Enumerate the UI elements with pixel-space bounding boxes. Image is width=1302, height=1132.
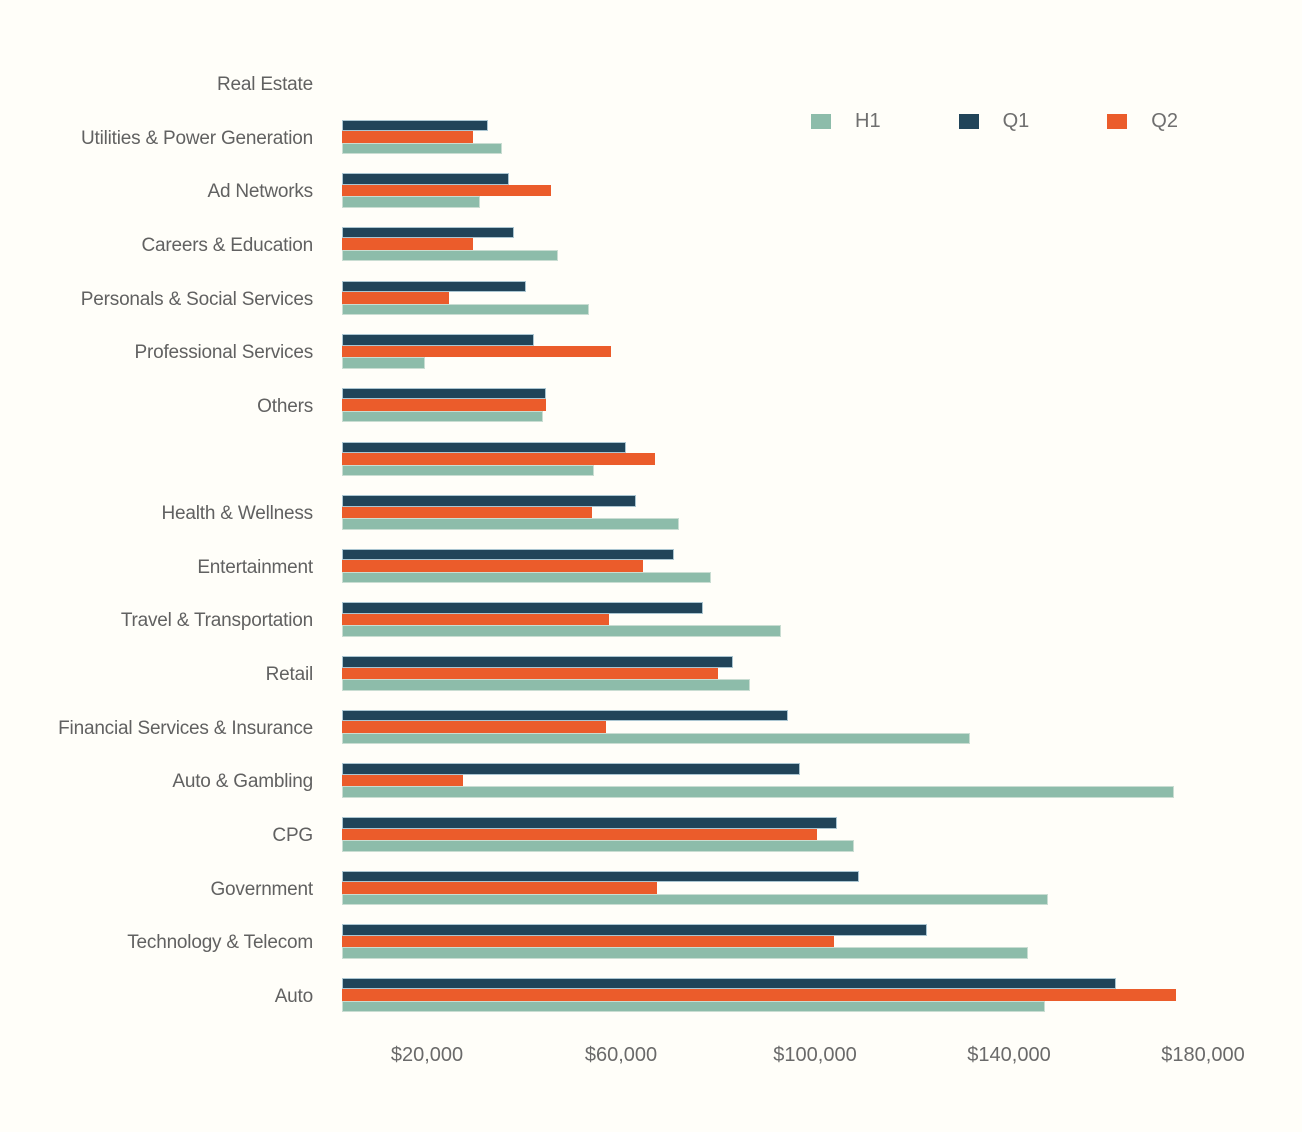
h1-bar[interactable] [342, 303, 590, 316]
h1-bar[interactable] [342, 786, 1174, 798]
category-label: Entertainment [197, 556, 313, 578]
q1-bar[interactable] [342, 226, 515, 239]
legend-item-h1[interactable]: H1 [811, 110, 881, 133]
q2-bar[interactable] [342, 560, 643, 572]
h1-swatch-icon [811, 114, 831, 129]
h1-bar[interactable] [342, 464, 595, 477]
q1-bar[interactable] [342, 280, 527, 293]
category-label: Real Estate [216, 74, 313, 95]
q1-bar[interactable] [342, 977, 1116, 990]
legend-label-h1: H1 [855, 110, 881, 132]
h1-bar[interactable] [342, 1000, 1046, 1013]
q2-bar[interactable] [342, 399, 546, 411]
q2-bar[interactable] [342, 131, 474, 143]
category-label: Others [257, 395, 313, 417]
q1-bar[interactable] [342, 173, 510, 185]
x-tick-label: $180,000 [1161, 1044, 1245, 1066]
h1-bar[interactable] [342, 142, 503, 155]
category-label: Government [210, 878, 313, 900]
q1-bar[interactable] [342, 870, 859, 883]
q2-bar[interactable] [342, 667, 718, 680]
q1-bar[interactable] [342, 387, 546, 400]
h1-bar[interactable] [342, 947, 1029, 959]
category-label: Utilities & Power Generation [80, 127, 313, 149]
category-label: Professional Services [134, 342, 314, 364]
category-label: Retail [265, 664, 314, 686]
q2-bar[interactable] [342, 774, 464, 787]
q1-swatch-icon [958, 114, 979, 129]
q1-bar[interactable] [342, 656, 733, 668]
h1-bar[interactable] [342, 840, 854, 852]
q2-swatch-icon [1107, 114, 1128, 129]
h1-bar[interactable] [342, 625, 782, 637]
q2-bar[interactable] [342, 613, 609, 626]
q2-bar[interactable] [342, 935, 835, 948]
h1-bar[interactable] [342, 893, 1048, 906]
q1-bar[interactable] [342, 763, 801, 775]
h1-bar[interactable] [342, 196, 481, 208]
x-tick-label: $20,000 [390, 1044, 464, 1066]
q1-bar[interactable] [342, 924, 927, 936]
category-label: Ad Networks [207, 181, 313, 203]
q2-bar[interactable] [342, 345, 612, 358]
category-label: Auto & Gambling [172, 771, 313, 793]
q1-bar[interactable] [342, 602, 704, 614]
q1-bar[interactable] [342, 119, 488, 132]
legend-item-q2[interactable]: Q2 [1107, 110, 1178, 133]
q2-bar[interactable] [342, 238, 474, 250]
h1-bar[interactable] [342, 732, 971, 745]
legend-label-q1: Q1 [1002, 110, 1030, 132]
category-label: Auto [274, 985, 313, 1007]
category-label: Technology & Telecom [127, 932, 313, 954]
category-label: Financial Services & Insurance [58, 717, 313, 739]
q2-bar[interactable] [342, 292, 449, 304]
q2-bar[interactable] [342, 184, 551, 197]
q2-bar[interactable] [342, 989, 1177, 1001]
x-tick-label: $60,000 [584, 1044, 658, 1066]
chart-legend: H1 Q1 Q2 [811, 110, 1178, 133]
category-label: Personals & Social Services [80, 288, 313, 310]
h1-bar[interactable] [342, 679, 750, 691]
x-tick-label: $140,000 [967, 1044, 1051, 1066]
h1-bar[interactable] [342, 249, 558, 262]
h1-bar[interactable] [342, 410, 544, 423]
q2-bar[interactable] [342, 882, 658, 894]
category-label: Careers & Education [141, 234, 313, 256]
h1-bar[interactable] [342, 518, 680, 530]
q1-bar[interactable] [342, 548, 675, 561]
q2-bar[interactable] [342, 721, 607, 733]
legend-label-q2: Q2 [1151, 110, 1178, 132]
q2-bar[interactable] [342, 453, 655, 465]
q1-bar[interactable] [342, 495, 636, 507]
q1-bar[interactable] [342, 334, 534, 346]
q2-bar[interactable] [342, 506, 592, 519]
x-tick-label: $100,000 [773, 1044, 857, 1066]
legend-item-q1[interactable]: Q1 [958, 110, 1030, 133]
category-label: Health & Wellness [161, 503, 314, 525]
category-label: Travel & Transportation [120, 610, 313, 632]
q1-bar[interactable] [342, 441, 626, 454]
h1-bar[interactable] [342, 357, 425, 369]
q2-bar[interactable] [342, 828, 818, 841]
h1-bar[interactable] [342, 571, 711, 584]
q1-bar[interactable] [342, 817, 837, 829]
q1-bar[interactable] [342, 709, 789, 722]
category-label: CPG [272, 825, 313, 847]
